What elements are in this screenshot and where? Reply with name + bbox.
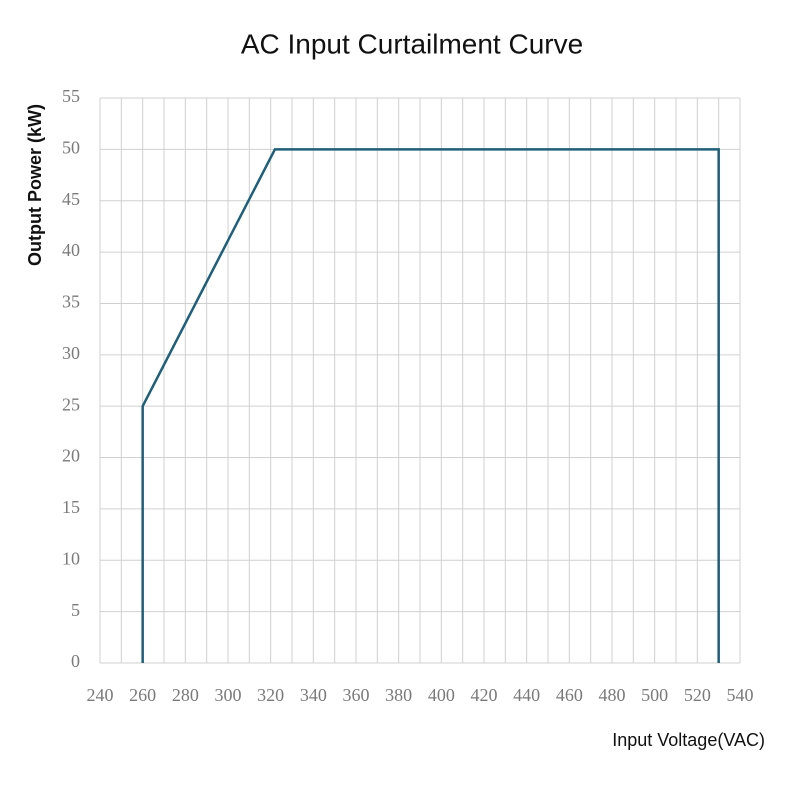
x-tick-label: 420 [471, 685, 498, 705]
y-tick-label: 35 [62, 292, 80, 312]
x-tick-label: 280 [172, 685, 199, 705]
x-tick-label: 260 [129, 685, 156, 705]
x-tick-label: 300 [215, 685, 242, 705]
y-tick-label: 15 [62, 497, 80, 517]
y-tick-label: 10 [62, 548, 80, 568]
x-tick-label: 380 [385, 685, 412, 705]
y-axis-label: Output Power (kW) [25, 104, 45, 266]
x-tick-label: 320 [257, 685, 284, 705]
y-tick-label: 20 [62, 446, 80, 466]
chart-title: AC Input Curtailment Curve [241, 28, 583, 59]
y-tick-label: 45 [62, 189, 80, 209]
y-tick-label: 5 [71, 600, 80, 620]
y-tick-label: 40 [62, 240, 80, 260]
x-tick-label: 460 [556, 685, 583, 705]
y-tick-label: 50 [62, 137, 80, 157]
x-tick-label: 540 [727, 685, 754, 705]
x-tick-label: 240 [87, 685, 114, 705]
x-tick-label: 480 [599, 685, 626, 705]
x-tick-label: 360 [343, 685, 370, 705]
x-tick-label: 520 [684, 685, 711, 705]
data-line [141, 148, 720, 663]
y-tick-label: 0 [71, 651, 80, 671]
x-axis-label: Input Voltage(VAC) [612, 730, 765, 750]
x-tick-label: 340 [300, 685, 327, 705]
x-tick-label: 440 [513, 685, 540, 705]
y-tick-label: 25 [62, 394, 80, 414]
y-tick-label: 55 [62, 86, 80, 106]
x-tick-label: 400 [428, 685, 455, 705]
x-tick-label: 500 [641, 685, 668, 705]
y-tick-label: 30 [62, 343, 80, 363]
